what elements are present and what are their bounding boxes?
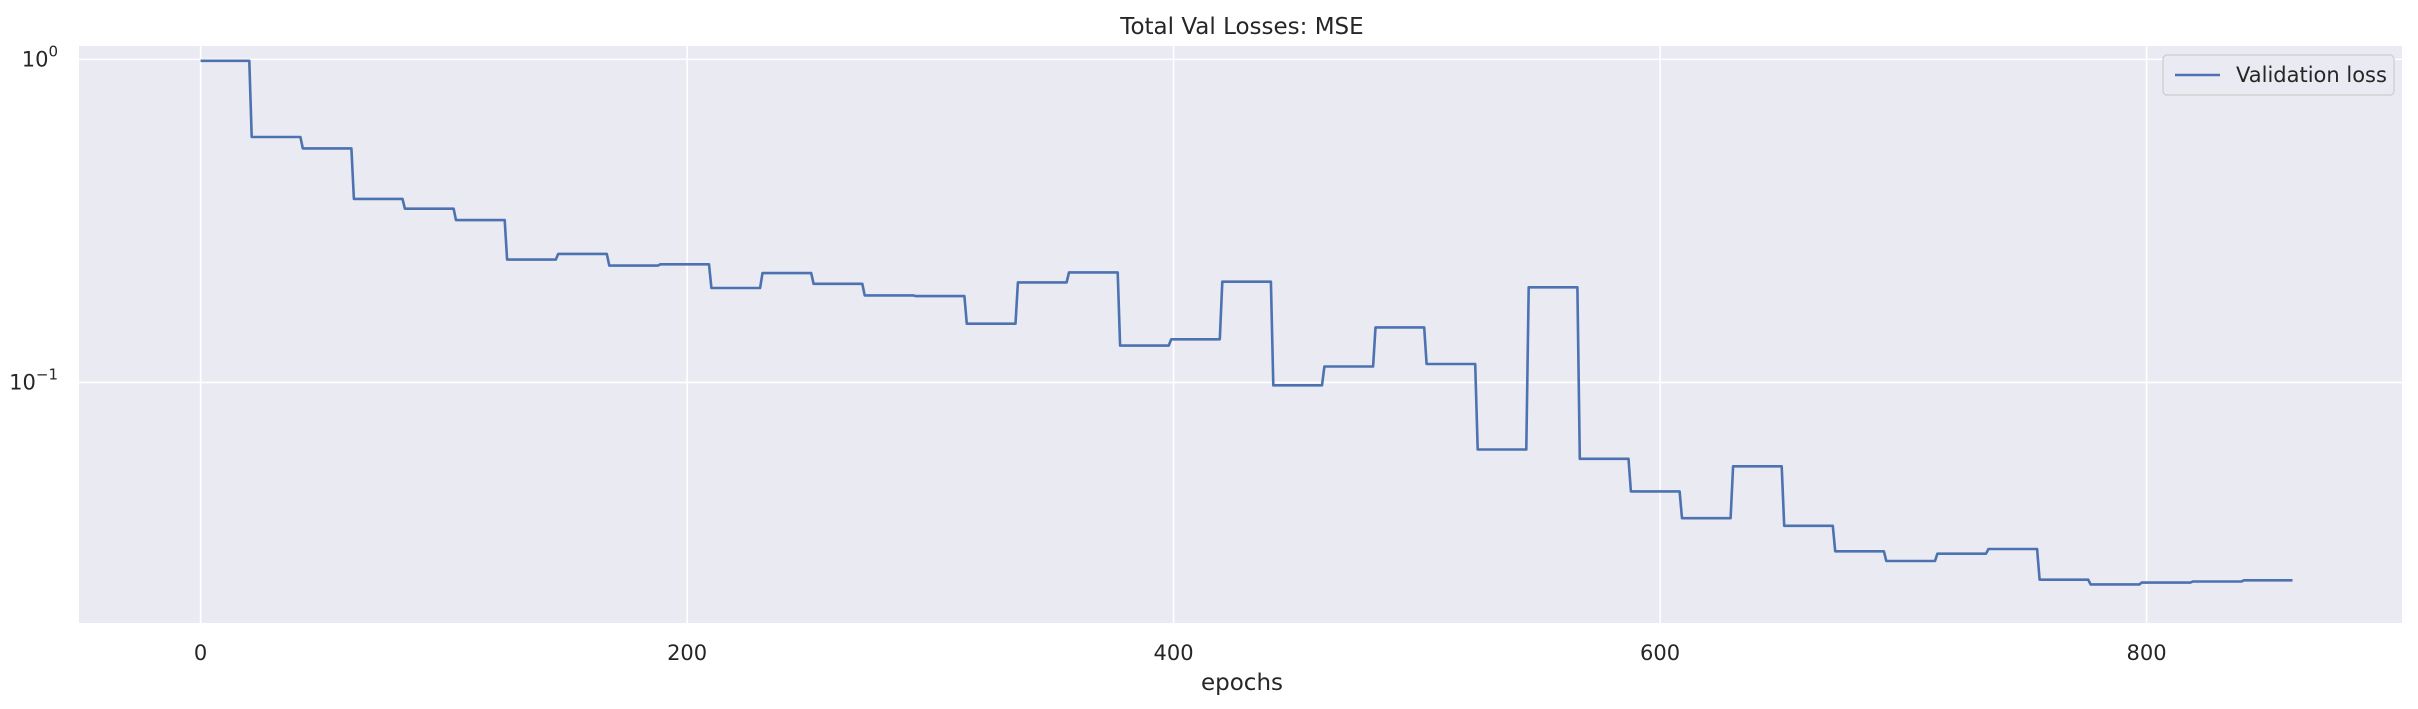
x-tick-label: 600 [1640,641,1680,665]
legend-label: Validation loss [2236,63,2387,87]
x-tick-label: 400 [1154,641,1194,665]
series-line-validation-loss [200,59,2293,586]
x-tick-label: 800 [2127,641,2167,665]
legend: Validation loss [2162,54,2395,96]
x-tick-label: 0 [194,641,207,665]
x-axis-label: epochs [1201,670,1283,696]
y-tick-label: 10−1 [9,365,58,394]
gridlines [79,46,2402,623]
y-tick-labels: 10−1 100 [9,42,58,394]
legend-frame [2162,54,2395,96]
plot-area [79,46,2402,623]
chart-title: Total Val Losses: MSE [1119,14,1363,40]
series-layer [200,59,2293,586]
y-tick-label: 100 [22,42,58,71]
x-tick-labels: 0 200 400 600 800 [194,641,2167,665]
x-tick-label: 200 [667,641,707,665]
